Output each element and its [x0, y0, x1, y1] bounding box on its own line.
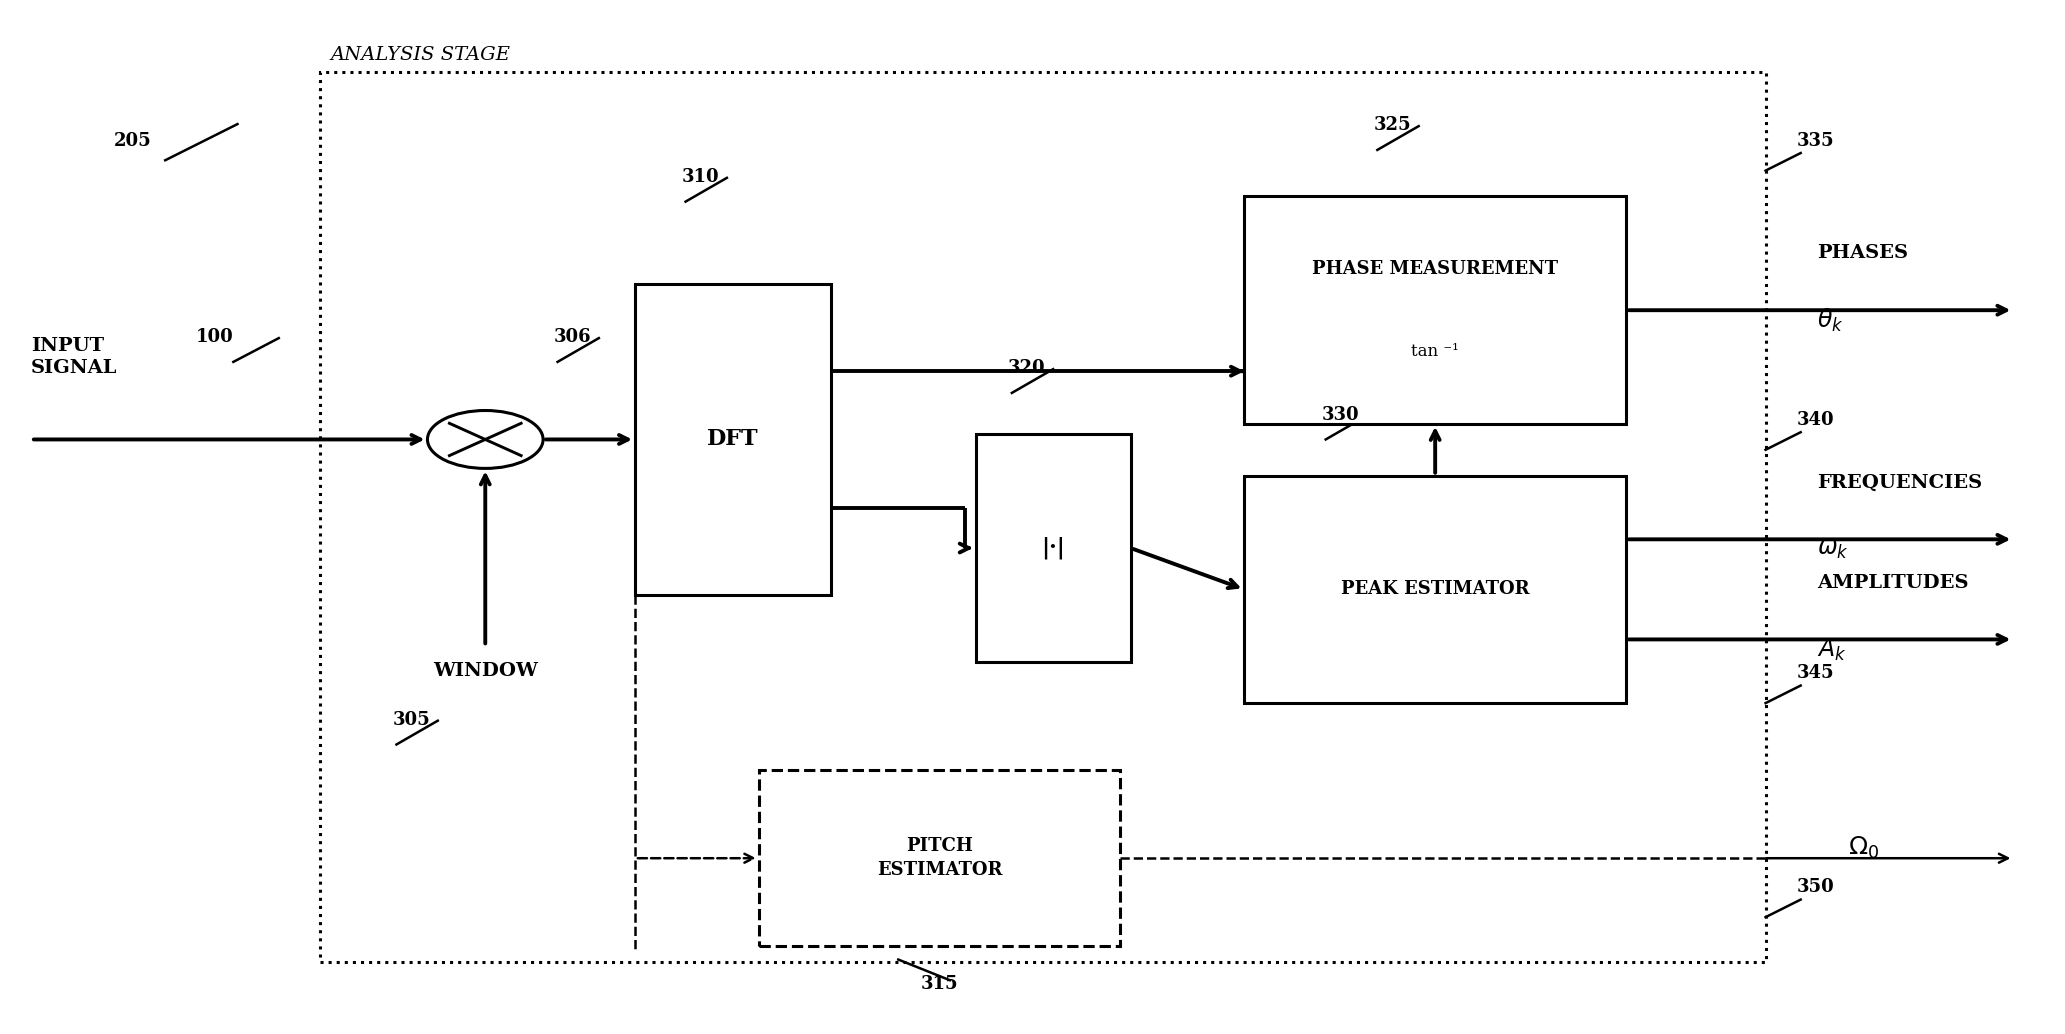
Text: FREQUENCIES: FREQUENCIES [1817, 474, 1982, 491]
Text: 335: 335 [1797, 132, 1834, 150]
Text: 345: 345 [1797, 665, 1834, 682]
Text: PHASE MEASUREMENT: PHASE MEASUREMENT [1311, 261, 1559, 278]
Text: WINDOW: WINDOW [434, 662, 537, 679]
FancyBboxPatch shape [636, 284, 830, 595]
Text: 315: 315 [921, 975, 958, 993]
FancyBboxPatch shape [1243, 196, 1625, 424]
Text: 306: 306 [553, 329, 591, 346]
Text: PITCH
ESTIMATOR: PITCH ESTIMATOR [878, 838, 1002, 879]
Text: PHASES: PHASES [1817, 244, 1908, 263]
FancyBboxPatch shape [760, 770, 1119, 946]
Text: AMPLITUDES: AMPLITUDES [1817, 574, 1968, 591]
Text: 310: 310 [681, 169, 719, 186]
Text: tan ⁻¹: tan ⁻¹ [1410, 342, 1460, 360]
Text: $A_k$: $A_k$ [1817, 637, 1846, 663]
Text: 320: 320 [1008, 360, 1045, 377]
Text: INPUT
SIGNAL: INPUT SIGNAL [31, 337, 118, 377]
Text: 305: 305 [392, 711, 430, 729]
Text: DFT: DFT [706, 428, 760, 451]
Text: $\omega_k$: $\omega_k$ [1817, 538, 1848, 561]
FancyBboxPatch shape [977, 434, 1132, 662]
Text: 325: 325 [1373, 117, 1410, 134]
Text: 340: 340 [1797, 412, 1834, 429]
Text: 205: 205 [114, 132, 151, 150]
Text: |·|: |·| [1041, 537, 1066, 559]
Text: 330: 330 [1322, 406, 1359, 424]
Text: $\Omega_0$: $\Omega_0$ [1848, 834, 1879, 861]
FancyBboxPatch shape [1243, 476, 1625, 703]
Circle shape [427, 410, 543, 468]
Text: 100: 100 [196, 329, 233, 346]
Text: $\theta_k$: $\theta_k$ [1817, 307, 1844, 334]
Text: PEAK ESTIMATOR: PEAK ESTIMATOR [1340, 580, 1530, 599]
Text: ANALYSIS STAGE: ANALYSIS STAGE [330, 47, 510, 64]
Text: 350: 350 [1797, 879, 1834, 896]
